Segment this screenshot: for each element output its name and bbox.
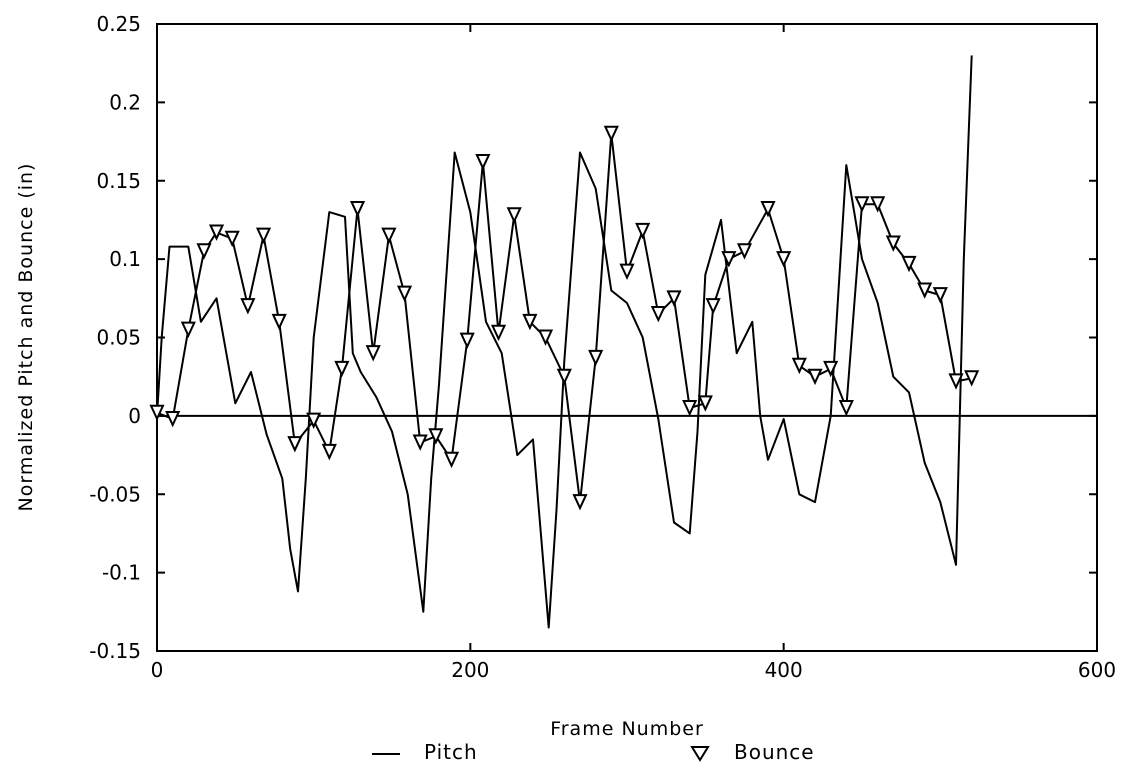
bounce-point	[271, 313, 287, 331]
bounce-point	[823, 360, 839, 378]
y-axis-title: Normalized Pitch and Bounce (in)	[15, 163, 37, 512]
bounce-point	[490, 324, 507, 342]
x-tick-label: 0	[151, 658, 164, 682]
bounce-point	[334, 360, 350, 378]
bounce-point	[572, 494, 588, 511]
bounce-point	[917, 282, 933, 299]
y-tick-label: 0.2	[109, 90, 141, 114]
y-tick-label: -0.05	[89, 482, 141, 506]
bounce-point	[838, 400, 854, 417]
bounce-point	[932, 287, 948, 304]
bounce-point	[776, 251, 792, 268]
bounce-point	[650, 305, 666, 323]
x-tick-label: 400	[765, 658, 803, 682]
legend-bounce-triangle-swatch	[690, 746, 710, 762]
x-tick-label: 200	[451, 658, 489, 682]
bounce-point	[791, 357, 807, 375]
bounce-point	[635, 222, 651, 240]
x-tick-label: 600	[1078, 658, 1116, 682]
y-tick-label: -0.15	[89, 639, 141, 663]
bounce-point	[506, 207, 522, 224]
bounce-point	[964, 370, 980, 387]
bounce-point	[412, 434, 428, 451]
bounce-point	[807, 368, 823, 386]
bounce-point	[870, 196, 886, 213]
x-axis-title: Frame Number	[550, 718, 704, 740]
bounce-point	[682, 400, 698, 417]
bounce-point	[240, 298, 256, 315]
bounce-point	[619, 263, 635, 281]
bounce-point	[705, 298, 721, 315]
bounce-point	[255, 227, 272, 244]
legend: Pitch Bounce	[372, 740, 815, 764]
bounce-point	[475, 153, 491, 171]
bounce-point	[365, 345, 381, 362]
bounce-point	[537, 329, 554, 346]
y-tick-label: 0	[128, 404, 141, 428]
bounce-point	[428, 428, 444, 445]
bounce-point	[287, 436, 303, 453]
bounce-point	[381, 227, 397, 244]
y-tick-label: -0.1	[102, 561, 141, 585]
bounce-point	[697, 395, 713, 412]
legend-bounce-label: Bounce	[734, 740, 815, 764]
y-tick-label: 0.1	[109, 247, 141, 271]
bounce-point	[556, 368, 572, 386]
bounce-point	[854, 196, 870, 213]
bounce-point	[736, 243, 753, 260]
bounce-point	[321, 443, 337, 461]
bounce-series	[149, 125, 980, 511]
pitch-series	[156, 55, 973, 629]
bounce-point	[180, 321, 196, 339]
y-tick-label: 0.25	[96, 12, 141, 36]
bounce-point	[603, 125, 619, 143]
bounce-point	[901, 255, 917, 273]
bounce-point	[396, 285, 413, 302]
bounce-point	[522, 313, 538, 331]
y-tick-label: 0.05	[96, 326, 141, 350]
bounce-point	[885, 235, 901, 252]
bounce-point	[208, 224, 225, 241]
bounce-point	[760, 200, 776, 218]
bounce-point	[459, 332, 475, 350]
y-tick-label: 0.15	[96, 169, 141, 193]
bounce-point	[948, 373, 964, 390]
bounce-point	[196, 243, 212, 260]
axis-ticks: 0 200 400 600 -0.15 -0.1 -0.05 0 0.05 0.1 0.15 0.2 0…	[89, 12, 1116, 682]
legend-pitch-label: Pitch	[424, 740, 478, 764]
bounce-point	[224, 230, 240, 248]
pitch-line	[156, 55, 973, 629]
bounce-point	[349, 200, 366, 218]
bounce-point	[588, 349, 604, 367]
bounce-point	[306, 412, 322, 429]
bounce-point	[149, 404, 165, 422]
bounce-point	[721, 251, 737, 268]
bounce-point	[443, 451, 460, 469]
bounce-point	[666, 290, 682, 307]
bounce-point	[165, 411, 181, 428]
